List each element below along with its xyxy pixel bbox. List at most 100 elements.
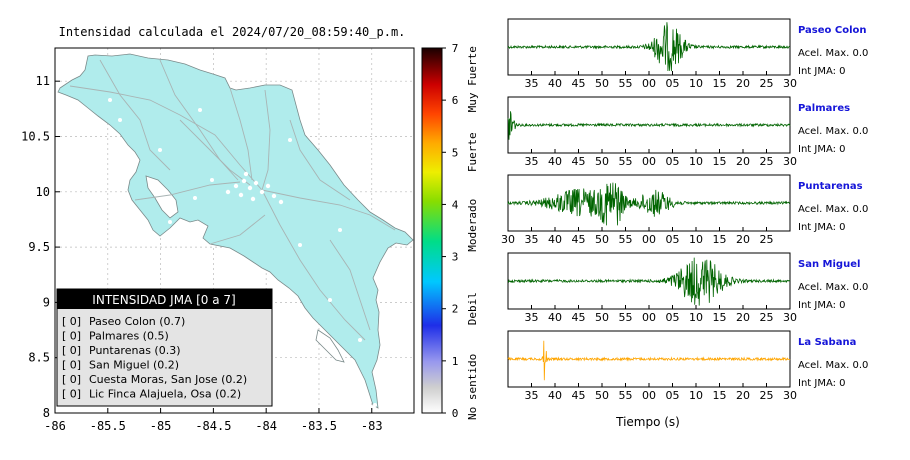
- waveform-tick-label: 55: [619, 77, 633, 90]
- map-frame: [54, 47, 415, 414]
- map-y-tick-label: 8.5: [28, 351, 50, 365]
- map-y-tick-label: 10: [36, 185, 50, 199]
- waveform-tick-label: 30: [783, 77, 797, 90]
- waveform-tick-label: 10: [689, 389, 703, 402]
- waveform-tick-label: 00: [642, 233, 656, 246]
- waveform-trace: [507, 257, 791, 306]
- map-x-tick-label: -83.5: [301, 419, 337, 433]
- legend-item-value: [ 0]: [62, 388, 81, 401]
- colorbar-tick-label: 6: [452, 94, 459, 107]
- intensity-legend: INTENSIDAD JMA [0 a 7] [ 0] Paseo Colon (…: [56, 288, 273, 407]
- stations: [108, 98, 377, 407]
- waveform-panel: 35 40 45 50 55 00 05 10 15 20 25 30 Palmares Acel. Ma…: [507, 96, 868, 168]
- legend-item-value: [ 0]: [62, 359, 81, 372]
- legend-item-value: [ 0]: [62, 330, 81, 343]
- waveform-tick-label: 20: [736, 311, 750, 324]
- waveform-tick-label: 15: [713, 155, 727, 168]
- station-info: Acel. Max. 0.0: [798, 204, 868, 215]
- map-y-ticks: 11 10.5 10 9.5 9 8.5 8: [21, 74, 60, 420]
- waveform-tick-label: 15: [713, 389, 727, 402]
- waveform-tick-label: 10: [689, 311, 703, 324]
- waveform-tick-label: 45: [572, 311, 586, 324]
- waveform-tick-label: 55: [619, 311, 633, 324]
- waveform-tick-label: 55: [619, 155, 633, 168]
- waveform-tick-label: 50: [595, 389, 609, 402]
- station-info: Int JMA: 0: [798, 378, 846, 389]
- waveform-tick-label: 00: [642, 77, 656, 90]
- colorbar-category-label: Fuerte: [466, 132, 479, 172]
- waveform-trace: [507, 340, 791, 381]
- station-name: Puntarenas: [798, 181, 863, 192]
- station-name: San Miguel: [798, 259, 860, 270]
- waveform-tick-label: 25: [760, 311, 774, 324]
- colorbar-tick-label: 7: [452, 42, 459, 55]
- waveform-trace: [507, 111, 791, 140]
- colorbar-tick-label: 2: [452, 303, 459, 316]
- waveform-panels: 35 40 45 50 55 00 05 10 15 20 25 30 Paseo Colon Acel.…: [501, 18, 868, 402]
- waveform-tick-label: 50: [595, 155, 609, 168]
- station-info: Int JMA: 0: [798, 222, 846, 233]
- map-y-tick-label: 9.5: [28, 240, 50, 254]
- map-x-tick-label: -85: [150, 419, 172, 433]
- waveform-tick-label: 30: [501, 233, 515, 246]
- colorbar-category-label: Moderado: [466, 199, 479, 252]
- legend-item-label: San Miguel (0.2): [89, 359, 179, 372]
- map-x-tick-label: -84: [255, 419, 277, 433]
- station-info: Int JMA: 0: [798, 144, 846, 155]
- waveform-tick-label: 15: [713, 311, 727, 324]
- legend-title: INTENSIDAD JMA [0 a 7]: [92, 293, 235, 307]
- colorbar-ramp: [421, 47, 443, 414]
- station-name: Paseo Colon: [798, 25, 867, 36]
- waveform-panel: 30 35 40 45 50 55 00 05 10 15 20 25 Puntarenas Acel. …: [501, 174, 868, 246]
- waveform-tick-label: 15: [713, 233, 727, 246]
- waveform-tick-label: 00: [642, 155, 656, 168]
- waveform-tick-label: 15: [713, 77, 727, 90]
- colorbar-tick-label: 0: [452, 407, 459, 420]
- waveform-tick-label: 35: [525, 389, 539, 402]
- waveform-tick-label: 50: [595, 311, 609, 324]
- waveform-tick-label: 05: [666, 233, 680, 246]
- map-x-tick-label: -85.5: [90, 419, 126, 433]
- waveform-tick-label: 40: [548, 389, 562, 402]
- waveform-tick-label: 40: [548, 233, 562, 246]
- waveform-tick-label: 25: [760, 77, 774, 90]
- nicoya-gulf-water: [145, 175, 179, 219]
- map-x-tick-label: -86: [44, 419, 66, 433]
- legend-title-bar: [57, 289, 272, 309]
- waveform-tick-label: 45: [572, 77, 586, 90]
- waveform-tick-label: 10: [689, 233, 703, 246]
- waveform-panel: 35 40 45 50 55 00 05 10 15 20 25 30 La Sabana Acel. M…: [507, 330, 868, 402]
- legend-item-label: Cuesta Moras, San Jose (0.2): [89, 373, 247, 386]
- waveform-tick-label: 05: [666, 389, 680, 402]
- station-info: Acel. Max. 0.0: [798, 126, 868, 137]
- waveform-tick-label: 30: [783, 311, 797, 324]
- waveform-tick-label: 05: [666, 311, 680, 324]
- roads: [69, 59, 396, 341]
- map-y-tick-label: 11: [36, 74, 50, 88]
- map-y-tick-label: 9: [43, 295, 50, 309]
- legend-item-value: [ 0]: [62, 373, 81, 386]
- waveform-tick-label: 40: [548, 311, 562, 324]
- map-x-tick-label: -84.5: [195, 419, 231, 433]
- time-axis-label: Tiempo (s): [615, 415, 680, 429]
- waveform-tick-label: 30: [783, 155, 797, 168]
- legend-item-label: Palmares (0.5): [89, 330, 169, 343]
- colorbar-ticks: 0 1 2 3 4 5 6 7: [442, 42, 459, 420]
- waveform-tick-label: 50: [595, 233, 609, 246]
- waveform-tick-label: 45: [572, 155, 586, 168]
- station-info: Acel. Max. 0.0: [798, 48, 868, 59]
- colorbar-category-label: No sentido: [466, 354, 479, 420]
- waveform-tick-label: 05: [666, 155, 680, 168]
- map-x-tick-label: -83: [361, 419, 383, 433]
- waveform-tick-label: 10: [689, 77, 703, 90]
- station-info: Acel. Max. 0.0: [798, 282, 868, 293]
- colorbar-tick-label: 4: [452, 198, 459, 211]
- waveform-tick-label: 25: [760, 155, 774, 168]
- waveform-tick-label: 25: [760, 389, 774, 402]
- waveform-tick-label: 35: [525, 77, 539, 90]
- legend-item-label: Lic Finca Alajuela, Osa (0.2): [89, 388, 241, 401]
- legend-item-label: Puntarenas (0.3): [89, 344, 181, 357]
- legend-item-value: [ 0]: [62, 315, 81, 328]
- legend-item-label: Paseo Colon (0.7): [89, 315, 185, 328]
